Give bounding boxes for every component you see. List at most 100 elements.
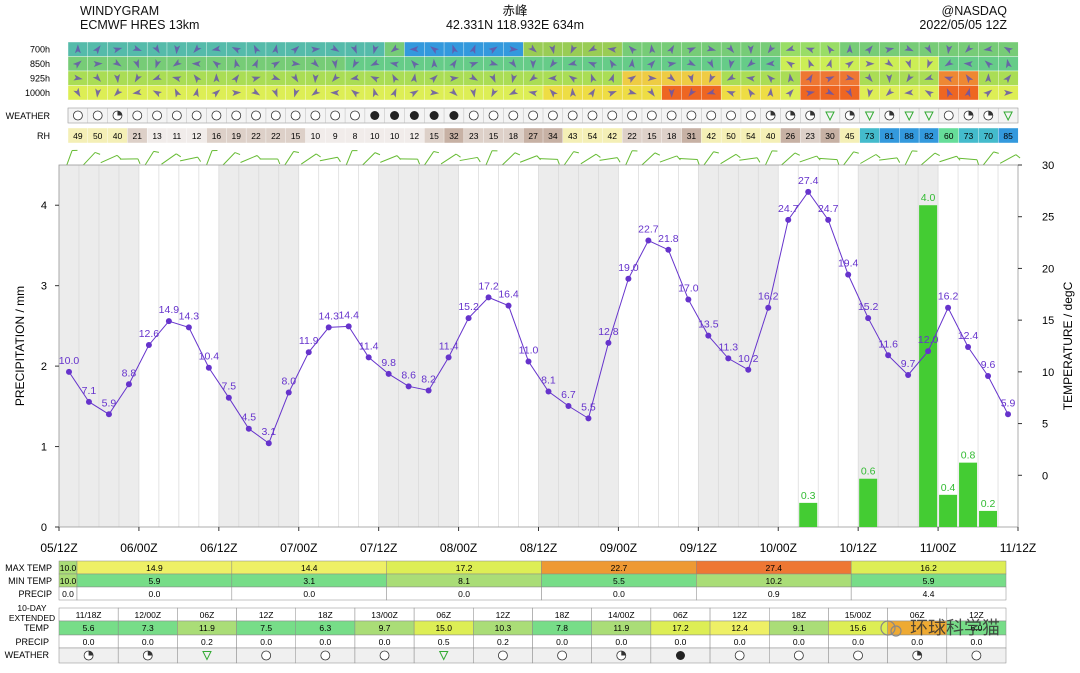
left-tick-label: 0 xyxy=(41,522,47,534)
wind-arrow-icon xyxy=(846,44,853,54)
weather-cloudy-icon xyxy=(983,110,994,121)
wind-arrow-icon xyxy=(330,44,340,52)
wind-arrow-icon xyxy=(390,44,400,53)
temperature-label: 16.4 xyxy=(498,289,519,301)
extended-value: 11.9 xyxy=(199,623,215,633)
temperature-label: 7.5 xyxy=(222,381,237,393)
wind-arrow-icon xyxy=(193,74,202,84)
pressure-level-label: 1000h xyxy=(25,88,50,98)
temperature-label: 24.7 xyxy=(778,203,799,215)
wind-barb-icon xyxy=(361,152,381,166)
wind-arrow-icon xyxy=(132,45,142,52)
wind-barb-icon xyxy=(300,153,321,165)
weather-clear-icon xyxy=(320,650,331,661)
wind-arrow-icon xyxy=(805,47,815,54)
wind-arrow-icon xyxy=(924,44,932,54)
wind-arrow-icon xyxy=(530,59,537,69)
extended-value: 11/18Z xyxy=(76,610,102,620)
wind-arrow-icon xyxy=(114,73,121,84)
extended-value: 0.5 xyxy=(438,637,450,647)
x-tick-label: 08/00Z xyxy=(440,541,477,555)
time-band xyxy=(438,165,459,527)
summary-value: 0.0 xyxy=(458,589,470,599)
wind-arrow-icon xyxy=(549,89,558,98)
wind-arrow-icon xyxy=(825,76,835,83)
time-band xyxy=(598,165,619,527)
extended-value: 0.0 xyxy=(379,637,391,647)
right-axis-title: TEMPERATURE / degC xyxy=(1061,281,1075,410)
precip-label: 0.3 xyxy=(801,490,816,502)
extended-value: 0.0 xyxy=(83,637,95,647)
wind-arrow-icon xyxy=(468,73,479,81)
wind-arrow-icon xyxy=(646,60,656,69)
wind-arrow-icon xyxy=(983,45,993,52)
rh-value: 42 xyxy=(608,131,618,141)
time-band xyxy=(618,165,639,527)
watermark: 环球科学猫 xyxy=(880,618,1000,638)
right-tick-label: 30 xyxy=(1042,160,1054,172)
wind-arrow-icon xyxy=(468,62,479,68)
time-band xyxy=(418,165,439,527)
wind-arrow-icon xyxy=(72,60,82,69)
time-band xyxy=(798,165,819,527)
wind-arrow-icon xyxy=(946,44,953,55)
weather-clear-icon xyxy=(171,110,182,121)
wind-arrow-icon xyxy=(469,44,476,55)
temperature-point xyxy=(505,302,512,309)
temperature-label: 27.4 xyxy=(798,175,819,187)
extended-value: 9.1 xyxy=(793,623,805,633)
wind-arrow-icon xyxy=(155,59,162,69)
rh-value: 12 xyxy=(192,131,202,141)
wind-arrow-icon xyxy=(488,59,499,66)
weather-cloudy-icon xyxy=(844,110,855,121)
wind-arrow-icon xyxy=(667,61,677,68)
wind-arrow-icon xyxy=(251,88,261,96)
wind-barb-icon xyxy=(939,155,961,163)
temperature-label: 21.8 xyxy=(658,233,679,245)
weather-rain-icon xyxy=(904,111,914,122)
wind-arrow-icon xyxy=(411,59,420,69)
temperature-point xyxy=(725,355,732,362)
x-tick-label: 11/12Z xyxy=(1000,541,1036,555)
wind-arrow-icon xyxy=(429,89,440,96)
weather-partly-icon xyxy=(785,110,796,121)
temperature-label: 11.9 xyxy=(299,335,319,347)
wind-arrow-icon xyxy=(511,73,518,84)
rh-value: 42 xyxy=(706,131,716,141)
time-band xyxy=(938,165,959,527)
wind-arrow-icon xyxy=(231,74,240,84)
weather-clear-icon xyxy=(666,110,677,121)
rh-cell xyxy=(998,127,1019,144)
temperature-point xyxy=(645,237,652,244)
temperature-point xyxy=(685,296,692,303)
temperature-label: 8.2 xyxy=(421,373,436,385)
summary-row-label: MIN TEMP xyxy=(8,576,52,586)
rh-value: 54 xyxy=(746,131,756,141)
wind-arrow-icon xyxy=(607,46,617,53)
wind-barb-icon xyxy=(259,158,281,165)
wind-arrow-icon xyxy=(213,73,220,83)
wind-arrow-icon xyxy=(924,74,934,80)
wind-arrow-icon xyxy=(667,44,675,55)
temperature-point xyxy=(65,368,72,375)
time-band xyxy=(978,165,999,527)
weather-clear-icon xyxy=(152,110,162,121)
wind-arrow-icon xyxy=(686,59,696,67)
wind-arrow-icon xyxy=(924,90,934,98)
extended-value: 7.8 xyxy=(556,623,568,633)
temperature-point xyxy=(805,188,812,195)
weather-partly-icon xyxy=(805,110,816,121)
temperature-point xyxy=(905,371,912,378)
temperature-label: 11.0 xyxy=(519,345,539,357)
weather-cloudy-icon xyxy=(675,651,685,660)
wind-barb-icon xyxy=(659,155,681,163)
wind-arrow-icon xyxy=(767,87,774,97)
temperature-label: 5.5 xyxy=(581,401,596,413)
extended-row-label: WEATHER xyxy=(5,650,50,660)
extended-value: 12Z xyxy=(969,610,984,620)
temperature-point xyxy=(185,324,192,331)
temperature-label: 17.0 xyxy=(678,282,699,294)
temperature-label: 16.2 xyxy=(758,291,779,303)
wind-arrow-icon xyxy=(946,88,954,98)
extended-value: 15.6 xyxy=(850,623,867,633)
